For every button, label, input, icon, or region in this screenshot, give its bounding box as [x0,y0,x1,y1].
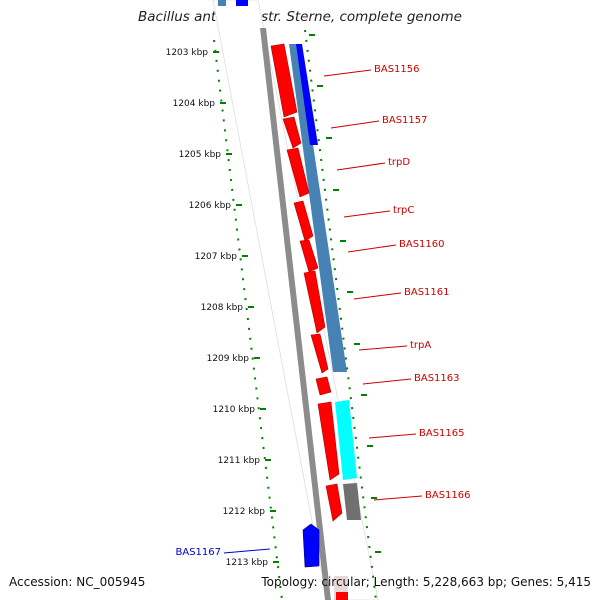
gene-arrow-trpd [286,147,310,198]
gene-arrow-bas1167 [302,523,320,568]
genome-summary-text: Topology: circular; Length: 5,228,663 bp… [261,575,591,589]
feature-gray [343,483,361,520]
kbp-label-3: 1206 kbp [189,201,232,211]
kbp-label-4: 1207 kbp [195,252,238,262]
gene-label-bas1167: BAS1167 [176,547,222,558]
gene-arrow-trpa [310,333,329,374]
top-partial-feature [218,0,226,6]
leader-line-bas1160 [347,244,397,253]
leader-line-trpa [358,345,408,351]
backbone-line [260,28,331,600]
gene-arrow-bas1163 [315,376,332,396]
leader-line-trpc [343,210,391,218]
gene-label-bas1157: BAS1157 [382,115,428,126]
leader-line-bas1165 [368,433,417,439]
accession-text: Accession: NC_005945 [9,575,146,589]
scale-dotted-line [213,39,283,600]
feature-strip-steelblue [289,44,347,372]
leader-line-trpd [336,162,386,171]
kbp-label-9: 1212 kbp [223,507,266,517]
kbp-label-6: 1209 kbp [207,354,250,364]
gene-arrow-trpc [293,200,314,242]
gene-label-trpa: trpA [410,340,431,351]
kbp-label-2: 1205 kbp [179,150,222,160]
gene-arrow-bas1165 [317,401,340,481]
feature-cyan [335,400,357,480]
gene-arrow-bas1157 [282,116,302,149]
gene-label-bas1163: BAS1163 [414,373,460,384]
gene-arrow-bas1160 [299,239,319,273]
gene-label-trpc: trpC [393,205,414,216]
gene-label-bas1165: BAS1165 [419,428,465,439]
gene-arrow-bas1166 [325,483,343,522]
top-partial-gene [236,0,248,6]
bottom-partial-gene [336,592,348,600]
kbp-label-1: 1204 kbp [173,99,216,109]
gene-label-bas1161: BAS1161 [404,287,450,298]
leader-line-bas1156 [323,69,372,77]
kbp-label-0: 1203 kbp [166,48,209,58]
gene-label-bas1166: BAS1166 [425,490,471,501]
kbp-label-5: 1208 kbp [201,303,244,313]
kbp-label-8: 1211 kbp [218,456,261,466]
kbp-label-10: 1213 kbp [226,558,269,568]
gene-label-bas1160: BAS1160 [399,239,445,250]
kbp-label-7: 1210 kbp [213,405,256,415]
leader-line-bas1157 [330,120,380,129]
leader-line-bas1161 [353,292,402,300]
gene-label-bas1156: BAS1156 [374,64,420,75]
gene-arrow-bas1156 [270,43,298,118]
leader-line-bas1167 [223,548,271,554]
leader-line-bas1163 [362,378,412,385]
gene-arrow-bas1161 [303,270,326,334]
gene-label-trpd: trpD [388,157,410,168]
leader-line-bas1166 [373,495,423,501]
gene-blue-bar [296,44,318,145]
